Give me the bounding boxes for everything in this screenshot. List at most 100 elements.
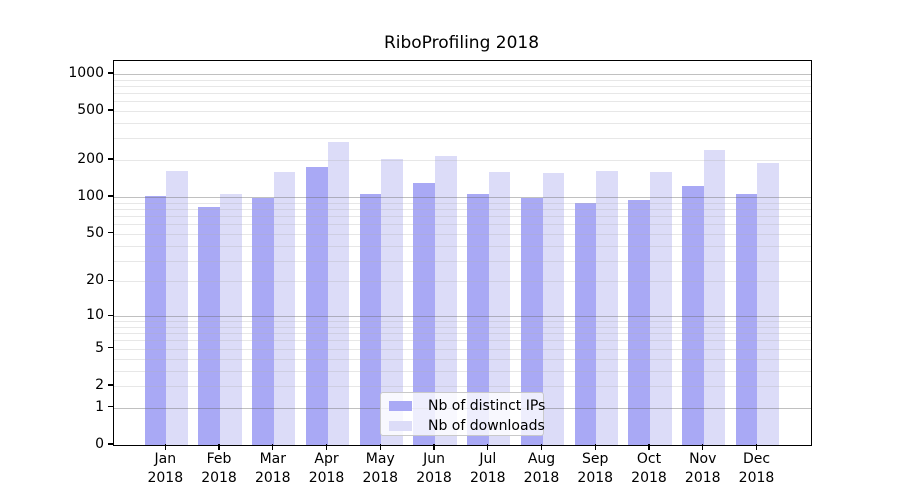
bar-distinct-ips	[574, 202, 597, 445]
legend: Nb of distinct IPs Nb of downloads	[380, 392, 546, 436]
x-tick-mark	[379, 444, 381, 450]
x-tick-label-year: 2018	[631, 470, 667, 486]
gridline-minor	[114, 208, 811, 210]
y-tick-mark	[107, 158, 113, 160]
y-tick-mark	[107, 195, 113, 197]
bar-distinct-ips	[144, 195, 167, 445]
gridline-minor	[114, 260, 811, 262]
x-tick-label-month: May	[365, 451, 395, 467]
gridline-minor	[114, 333, 811, 335]
bar-distinct-ips	[682, 186, 704, 445]
gridline-minor	[114, 93, 811, 94]
gridline-minor	[114, 326, 811, 328]
gridline-minor	[114, 245, 811, 247]
bar-downloads	[166, 171, 188, 445]
x-tick-label-year: 2018	[201, 470, 237, 486]
gridline-minor	[114, 340, 811, 342]
y-tick-mark	[107, 232, 113, 234]
x-tick-mark	[540, 444, 543, 450]
gridline-minor	[114, 101, 811, 103]
x-tick-label: Apr 2018	[300, 450, 354, 488]
y-tick-label: 5	[95, 339, 104, 356]
x-tick-label: Dec 2018	[729, 450, 783, 488]
bar-distinct-ips	[520, 197, 543, 445]
bar-downloads	[381, 159, 403, 445]
y-tick-label: 10	[86, 307, 104, 324]
bar-distinct-ips	[628, 199, 650, 445]
x-tick-mark	[433, 444, 435, 450]
gridline-minor	[114, 138, 811, 140]
y-tick-mark	[107, 347, 113, 349]
gridline-minor	[114, 160, 811, 162]
x-tick-label: Jun 2018	[407, 450, 461, 488]
legend-swatch-distinct-ips	[389, 401, 412, 411]
legend-swatch-downloads	[389, 421, 412, 431]
chart-title: RiboProfiling 2018	[383, 33, 540, 53]
y-tick-label: 200	[77, 151, 104, 168]
x-tick-label-year: 2018	[147, 470, 184, 486]
x-tick-mark	[487, 444, 489, 450]
x-tick-label-year: 2018	[254, 470, 291, 486]
x-tick-mark	[218, 444, 220, 450]
y-tick-label: 1	[95, 398, 104, 415]
y-tick-label: 50	[86, 224, 104, 241]
x-tick-label-month: Sep	[582, 451, 609, 467]
y-tick-label: 0	[95, 436, 104, 452]
x-tick-label: Feb 2018	[192, 450, 246, 488]
plot-area: Nb of distinct IPs Nb of downloads	[113, 60, 812, 446]
bar-downloads	[757, 162, 779, 445]
grid-layer	[114, 61, 811, 445]
gridline-minor	[114, 233, 811, 235]
x-tick-mark	[755, 444, 758, 450]
gridline-minor	[114, 358, 811, 360]
x-tick-label: May 2018	[353, 450, 407, 488]
x-tick-label-month: Dec	[742, 451, 771, 467]
x-tick-label: Mar 2018	[246, 450, 300, 488]
y-tick-label: 2	[95, 376, 104, 393]
x-tick-label-month: Jun	[423, 451, 445, 467]
y-tick-label: 20	[86, 272, 104, 289]
bar-downloads	[488, 172, 511, 445]
x-tick-label-year: 2018	[469, 470, 506, 486]
legend-label-distinct-ips: Nb of distinct IPs	[428, 398, 546, 414]
y-tick-mark	[107, 109, 113, 111]
x-tick-label: Jul 2018	[461, 450, 515, 488]
gridline-minor	[114, 202, 811, 204]
gridline-minor	[114, 79, 811, 81]
gridline-minor	[114, 321, 811, 323]
x-tick-mark	[594, 444, 596, 450]
bar-downloads	[435, 156, 457, 445]
bar-downloads	[703, 150, 726, 445]
x-tick-label-year: 2018	[523, 470, 560, 486]
legend-label-downloads: Nb of downloads	[428, 418, 545, 434]
x-tick-label-year: 2018	[577, 470, 614, 486]
x-tick-label-month: Jan	[154, 451, 177, 467]
gridline-major	[114, 316, 811, 318]
y-tick-mark	[107, 279, 113, 282]
x-tick-label-year: 2018	[416, 470, 452, 486]
gridline-minor	[114, 224, 811, 226]
x-tick-label-month: Jul	[479, 451, 497, 467]
x-tick-label-month: Oct	[636, 451, 662, 467]
y-tick-mark	[107, 443, 113, 445]
gridline-minor	[114, 216, 811, 217]
x-tick-label: Oct 2018	[622, 450, 676, 488]
bar-downloads	[650, 172, 672, 445]
y-tick-label: 500	[77, 102, 104, 119]
bar-downloads	[327, 141, 350, 445]
bar-distinct-ips	[359, 194, 382, 445]
x-tick-label: Aug 2018	[515, 450, 569, 488]
legend-item-downloads: Nb of downloads	[381, 416, 545, 436]
x-tick-mark	[164, 444, 166, 450]
y-tick-label: 1000	[68, 64, 104, 81]
x-tick-label-month: Apr	[314, 451, 339, 467]
x-tick-mark	[325, 444, 328, 450]
gridline-minor	[114, 85, 811, 87]
bar-downloads	[596, 171, 618, 445]
gridline-minor	[114, 111, 811, 113]
x-tick-label-year: 2018	[362, 470, 399, 486]
bar-distinct-ips	[467, 193, 489, 445]
bar-downloads	[542, 172, 564, 445]
x-tick-label: Jan 2018	[138, 450, 192, 488]
